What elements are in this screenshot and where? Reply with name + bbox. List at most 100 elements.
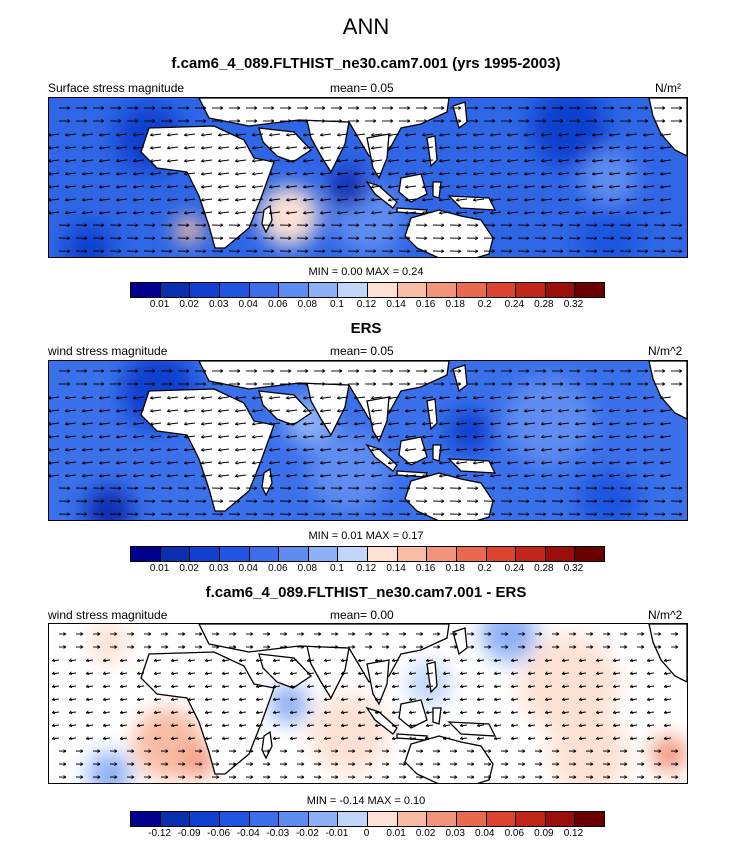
panel-3-colorbar-ticks: -0.12 -0.09 -0.06 -0.04 -0.03 -0.02 -0.01 0 0.01… — [130, 828, 605, 840]
colorbar-tick-label: 0.04 — [475, 828, 495, 839]
colorbar-swatch — [131, 283, 161, 297]
colorbar-tick-label: 0.09 — [534, 828, 554, 839]
colorbar-swatch — [219, 547, 250, 561]
land-mass — [365, 443, 398, 472]
colorbar-tick-label: 0.2 — [477, 299, 492, 310]
colorbar-tick-label: 0.12 — [356, 563, 377, 574]
panel-3-minmax: MIN = -0.14 MAX = 0.10 — [306, 795, 426, 807]
colorbar-swatch — [160, 547, 191, 561]
panel-2-mean: mean= 0.05 — [330, 344, 394, 358]
colorbar-swatch — [456, 547, 487, 561]
land-mass — [366, 133, 390, 180]
colorbar-swatch — [308, 547, 339, 561]
colorbar-tick-label: 0.06 — [268, 563, 288, 574]
land-mass — [432, 707, 442, 725]
land-mass — [366, 396, 390, 443]
panel-1-colorbar — [130, 282, 605, 298]
colorbar-swatch — [427, 283, 457, 297]
panel-1-units: N/m² — [655, 81, 681, 95]
colorbar-tick-label: 0.28 — [534, 299, 554, 310]
land-mass — [261, 467, 273, 497]
colorbar-swatch — [516, 283, 546, 297]
colorbar-swatch — [575, 812, 604, 826]
panel-1-mean: mean= 0.05 — [330, 81, 394, 95]
land-mass — [261, 204, 273, 234]
colorbar-swatch — [516, 547, 546, 561]
panel-1-variable-label: Surface stress magnitude — [48, 81, 185, 95]
colorbar-swatch — [338, 547, 368, 561]
panel-3-map — [48, 623, 688, 784]
colorbar-tick-label: -0.02 — [295, 828, 319, 839]
panel-2-colorbar-ticks: 0.01 0.02 0.03 0.04 0.06 0.08 0.1 0.12 0.14 0.16 0… — [130, 563, 605, 575]
land-mass — [365, 180, 398, 209]
panel-3-mean: mean= 0.00 — [330, 608, 394, 622]
colorbar-swatch — [131, 812, 161, 826]
colorbar-tick-label: 0.08 — [297, 563, 318, 574]
colorbar-tick-label: 0.1 — [329, 299, 344, 310]
panel-3-colorbar — [130, 811, 605, 827]
wind-vectors — [49, 106, 683, 253]
panel-1-map — [48, 97, 688, 258]
colorbar-swatch — [427, 547, 457, 561]
colorbar-swatch — [308, 812, 339, 826]
land-mass — [426, 661, 438, 694]
colorbar-tick-label: -0.03 — [266, 828, 290, 839]
colorbar-swatch — [368, 283, 398, 297]
colorbar-tick-label: 0.01 — [386, 828, 406, 839]
colorbar-swatch — [456, 283, 487, 297]
panel-2-colorbar — [130, 546, 605, 562]
panel-3-map-canvas — [49, 624, 687, 783]
land-mass — [648, 624, 687, 683]
colorbar-swatch — [427, 812, 457, 826]
colorbar-tick-label: 0.02 — [179, 299, 199, 310]
colorbar-tick-label: 0.18 — [445, 563, 465, 574]
colorbar-tick-label: 0.04 — [238, 299, 258, 310]
colorbar-swatch — [279, 547, 309, 561]
colorbar-tick-label: 0.03 — [208, 299, 229, 310]
panel-2-units: N/m^2 — [648, 344, 683, 358]
colorbar-swatch — [486, 547, 517, 561]
colorbar-swatch — [249, 547, 280, 561]
field-shading — [65, 98, 639, 257]
land-mass — [398, 436, 428, 466]
panel-3-units: N/m^2 — [648, 608, 683, 622]
colorbar-swatch — [160, 812, 191, 826]
colorbar-swatch — [397, 812, 428, 826]
colorbar-tick-label: -0.12 — [148, 828, 171, 839]
panel-1-map-canvas — [49, 98, 687, 257]
colorbar-tick-label: 0.18 — [445, 299, 465, 310]
panel-2-minmax: MIN = 0.01 MAX = 0.17 — [308, 530, 424, 542]
colorbar-tick-label: 0.28 — [534, 563, 554, 574]
figure-title: ANN — [342, 14, 390, 39]
land-mass — [426, 398, 438, 431]
colorbar-swatch — [160, 283, 191, 297]
land-mass — [404, 472, 494, 520]
land-mass — [648, 361, 687, 420]
panel-2-variable-label: wind stress magnitude — [48, 344, 168, 358]
land-mass — [404, 735, 494, 783]
panel-1-colorbar-ticks: 0.01 0.02 0.03 0.04 0.06 0.08 0.1 0.12 0.14 0.16 0… — [130, 299, 605, 311]
colorbar-swatch — [249, 812, 280, 826]
colorbar-swatch — [397, 547, 428, 561]
colorbar-tick-label: 0.02 — [179, 563, 199, 574]
colorbar-swatch — [516, 812, 546, 826]
colorbar-swatch — [545, 283, 576, 297]
panel-3-title: f.cam6_4_089.FLTHIST_ne30.cam7.001 - ERS — [205, 584, 527, 601]
colorbar-swatch — [545, 547, 576, 561]
colorbar-swatch — [219, 283, 250, 297]
colorbar-swatch — [575, 547, 604, 561]
land-mass — [404, 209, 494, 257]
land-mass — [648, 98, 687, 157]
wind-vectors — [49, 369, 683, 516]
colorbar-tick-label: 0.06 — [504, 828, 525, 839]
colorbar-swatch — [486, 812, 517, 826]
colorbar-tick-label: 0.16 — [415, 299, 436, 310]
colorbar-tick-label: 0.06 — [268, 299, 288, 310]
land-mass — [426, 135, 438, 168]
panel-2-map — [48, 360, 688, 521]
land-mass — [366, 659, 390, 706]
land-mass — [432, 444, 442, 462]
land-mass — [432, 181, 442, 199]
colorbar-tick-label: 0.02 — [415, 828, 436, 839]
colorbar-tick-label: 0.03 — [208, 563, 229, 574]
